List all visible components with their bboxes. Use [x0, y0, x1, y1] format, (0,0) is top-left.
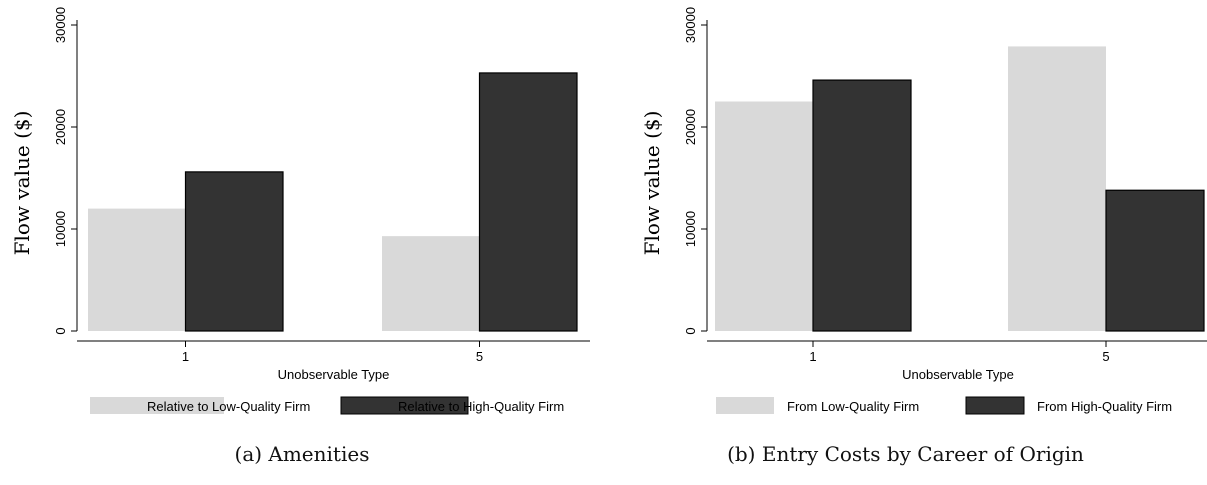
x-tick-label: 1: [182, 349, 189, 364]
legend-swatch: [716, 397, 774, 414]
legend-label: From Low-Quality Firm: [787, 399, 919, 414]
bar: [812, 79, 912, 332]
bar: [1105, 189, 1205, 332]
y-tick-label: 20000: [53, 109, 68, 145]
y-tick-label: 0: [683, 327, 698, 334]
legend-swatch: [90, 397, 224, 414]
bar: [184, 171, 284, 332]
legend-label: Relative to Low-Quality Firm: [147, 399, 310, 414]
y-tick-label: 0: [53, 327, 68, 334]
y-axis-label: Flow value ($): [640, 111, 664, 256]
x-tick-label: 5: [476, 349, 483, 364]
bar: [715, 101, 813, 331]
bar: [382, 236, 480, 331]
legend-swatch: [340, 396, 469, 415]
chart-entry-costs: 0 10000 20000 30000 Flow value ($) 1 5 Unobserv…: [640, 7, 1207, 415]
x-axis-label: Unobservable Type: [902, 367, 1014, 382]
legend-swatch: [965, 396, 1025, 415]
caption-b: (b) Entry Costs by Career of Origin: [727, 442, 1084, 466]
y-tick-label: 20000: [683, 109, 698, 145]
bar: [1008, 46, 1106, 332]
legend-label: From High-Quality Firm: [1037, 399, 1172, 414]
y-tick-label: 30000: [683, 7, 698, 43]
x-tick-label: 5: [1102, 349, 1109, 364]
y-tick-label: 10000: [53, 211, 68, 247]
y-tick-label: 30000: [53, 7, 68, 43]
bar: [88, 208, 186, 331]
y-tick-label: 10000: [683, 211, 698, 247]
caption-a: (a) Amenities: [234, 442, 370, 466]
chart-amenities: 0 10000 20000 30000 Flow value ($) 1 5 Unobserv…: [10, 7, 590, 415]
legend-label: Relative to High-Quality Firm: [398, 399, 564, 414]
x-axis-label: Unobservable Type: [278, 367, 390, 382]
bar: [478, 72, 578, 332]
y-axis-label: Flow value ($): [10, 111, 34, 256]
x-tick-label: 1: [809, 349, 816, 364]
